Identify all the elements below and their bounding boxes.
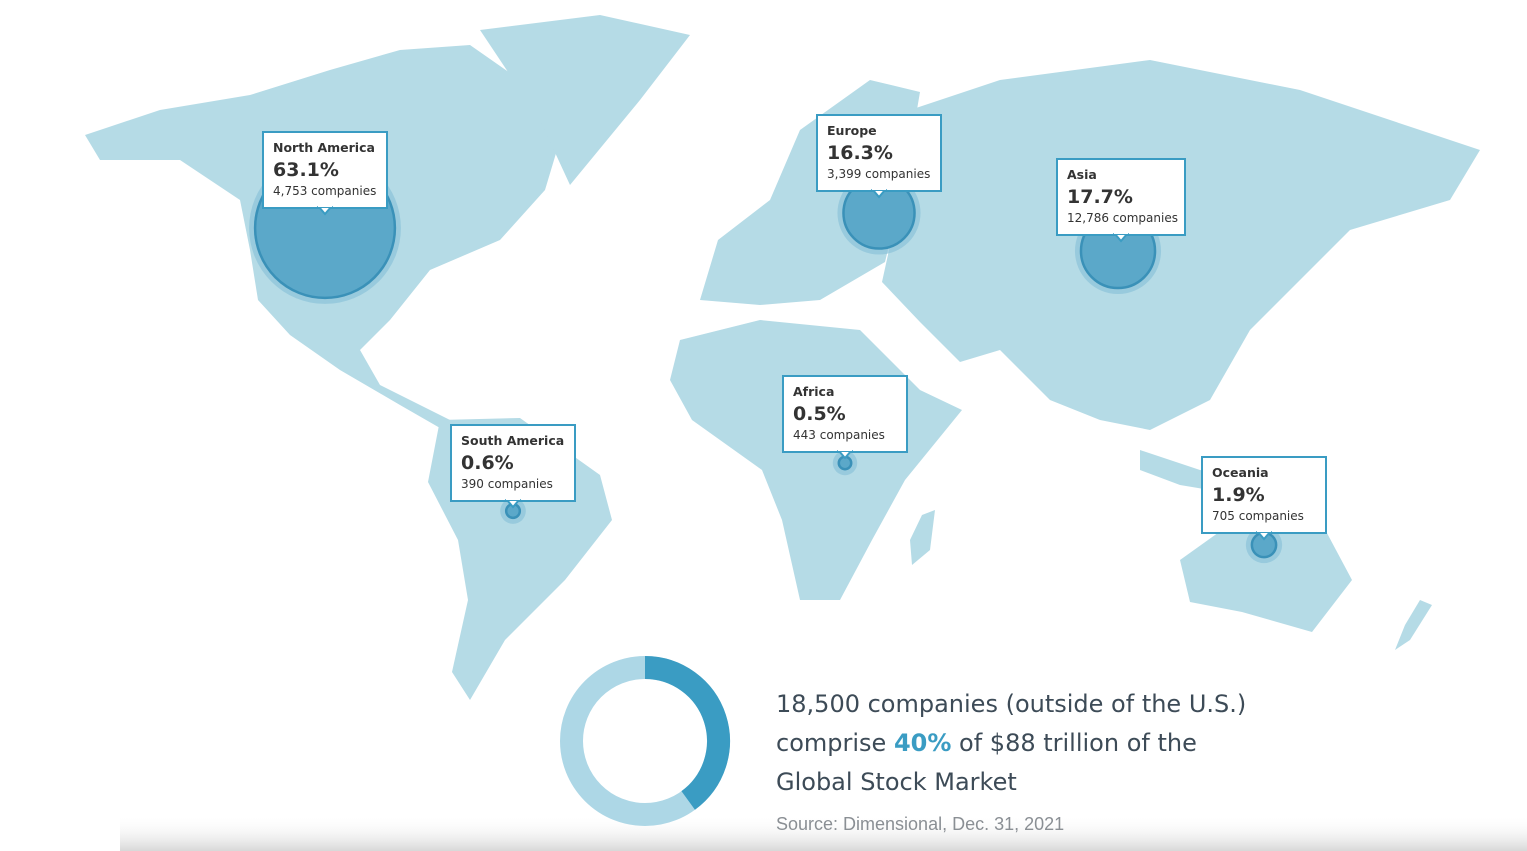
bottom-shadow xyxy=(120,815,1527,851)
donut-chart xyxy=(560,656,730,826)
region-share: 17.7% xyxy=(1067,186,1133,208)
label-pointer-cover xyxy=(506,498,520,500)
region-share: 63.1% xyxy=(273,159,339,181)
label-pointer-cover xyxy=(872,188,886,190)
new-zealand xyxy=(1395,600,1432,650)
summary-line1: 18,500 companies (outside of the U.S.) xyxy=(776,690,1246,718)
region-name: Asia xyxy=(1067,167,1097,182)
region-companies: 443 companies xyxy=(793,428,885,442)
region-companies: 4,753 companies xyxy=(273,184,376,198)
summary-line2: comprise 40% of $88 trillion of the xyxy=(776,729,1197,757)
region-companies: 705 companies xyxy=(1212,509,1304,523)
region-name: North America xyxy=(273,140,375,155)
greenland xyxy=(480,15,690,185)
region-companies: 3,399 companies xyxy=(827,167,930,181)
region-name: Oceania xyxy=(1212,465,1269,480)
label-box xyxy=(1056,158,1186,236)
region-companies: 12,786 companies xyxy=(1067,211,1178,225)
source: Source: Dimensional, Dec. 31, 2021 xyxy=(776,814,1064,834)
region-markers: North America 63.1% 4,753 companies Europe 1… xyxy=(249,114,1327,564)
australia xyxy=(1180,510,1352,632)
summary-text: comprise xyxy=(776,729,886,757)
region-share: 16.3% xyxy=(827,142,893,164)
label-box xyxy=(450,424,576,502)
region-name: Africa xyxy=(793,384,834,399)
label-pointer-cover xyxy=(1257,530,1271,532)
region-companies: 390 companies xyxy=(461,477,553,491)
asia xyxy=(880,60,1480,430)
summary-line3: Global Stock Market xyxy=(776,768,1017,796)
region-share: 0.5% xyxy=(793,403,846,425)
madagascar xyxy=(910,510,935,565)
label-pointer-cover xyxy=(838,449,852,451)
label-pointer-cover xyxy=(1114,232,1128,234)
region-share: 1.9% xyxy=(1212,484,1265,506)
label-pointer-cover xyxy=(318,205,332,207)
label-box xyxy=(1201,456,1327,534)
label-box xyxy=(782,375,908,453)
summary-text: of $88 trillion of the xyxy=(959,729,1197,757)
region-share: 0.6% xyxy=(461,452,514,474)
summary-highlight: 40% xyxy=(894,729,951,757)
world-map xyxy=(85,15,1480,700)
region-name: South America xyxy=(461,433,564,448)
donut-segment xyxy=(644,656,730,810)
region-name: Europe xyxy=(827,123,877,138)
